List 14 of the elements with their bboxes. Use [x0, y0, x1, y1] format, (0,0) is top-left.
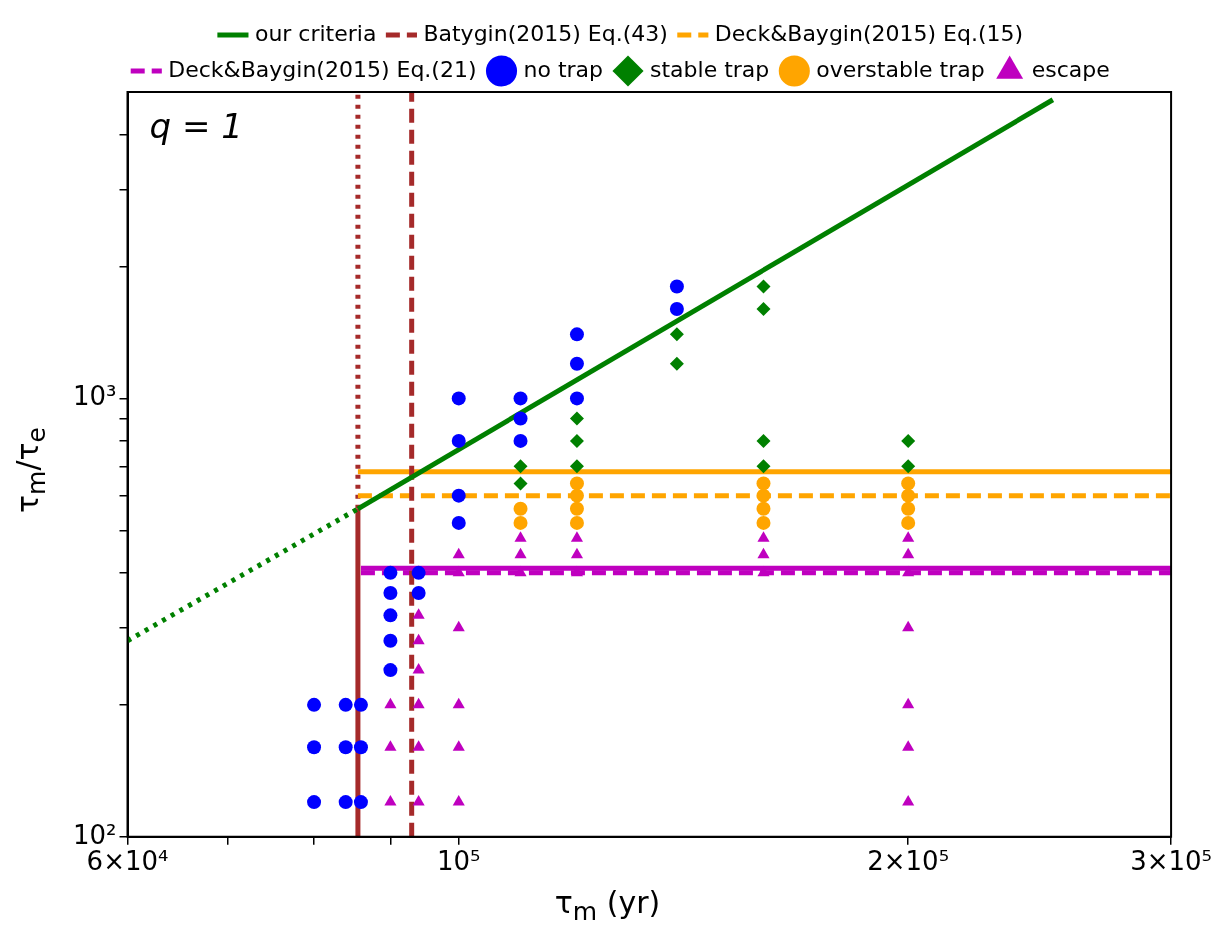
legend-label: escape [1031, 56, 1110, 82]
x-tick-label: 3×10⁵ [1130, 846, 1212, 877]
annotation: q = 1 [149, 105, 243, 146]
legend-label: Deck&Baygin(2015) Eq.(21) [168, 56, 477, 82]
legend-label: our criteria [254, 20, 377, 46]
legend-label: overstable trap [816, 56, 985, 82]
x-tick-label: 2×10⁵ [867, 846, 950, 877]
legend-label: stable trap [650, 56, 770, 82]
x-tick-label: 10⁵ [436, 846, 481, 877]
x-axis-title: τ$_{m}$ (yr) [553, 885, 662, 926]
legend-label: no trap [523, 56, 604, 82]
legend-label: Deck&Baygin(2015) Eq.(15) [714, 20, 1024, 46]
y-tick-label: 10³ [72, 381, 117, 412]
legend-label: Batygin(2015) Eq.(43) [423, 20, 668, 46]
